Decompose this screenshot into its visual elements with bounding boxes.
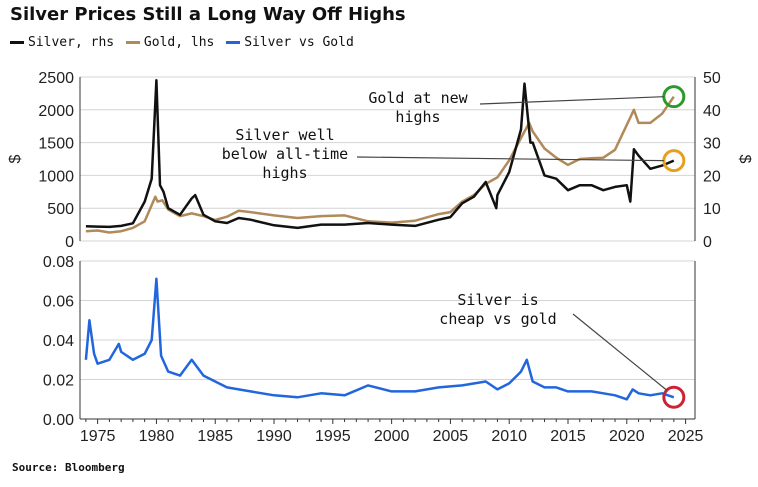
silver-annotation-leader: [356, 156, 664, 162]
gold-high-marker: [662, 85, 686, 109]
bottom-left-tick-label: 0.02: [43, 373, 74, 390]
top-left-tick-label: 1500: [38, 136, 74, 153]
top-left-tick-label: 2500: [38, 70, 74, 87]
top-panel-grid: [80, 76, 695, 242]
ratio-annotation-line: cheap vs gold: [439, 310, 556, 328]
gold-annotation-line: Gold at new: [368, 89, 468, 107]
top-left-tick-label: 0: [65, 234, 74, 251]
silver-annotation-line: Silver well: [235, 126, 334, 144]
silver-marker: [662, 149, 686, 173]
gold-annotation: Gold at new highs: [368, 89, 468, 126]
gold-annotation-line: highs: [395, 108, 440, 126]
top-right-tick-label: 30: [703, 136, 721, 153]
x-tick-label: 2015: [550, 428, 586, 445]
top-right-tick-label: 0: [703, 234, 712, 251]
legend-item-ratio: Silver vs Gold: [226, 35, 354, 50]
legend: Silver, rhs Gold, lhs Silver vs Gold: [10, 33, 358, 50]
legend-item-silver: Silver, rhs: [10, 35, 114, 50]
x-tick-label: 1990: [256, 428, 292, 445]
silver-annotation-line: highs: [262, 164, 307, 182]
gold-annotation-leader: [479, 96, 664, 105]
x-tick-label: 1975: [80, 428, 116, 445]
ratio-annotation-leader: [572, 313, 668, 391]
chart-title: Silver Prices Still a Long Way Off Highs: [10, 4, 406, 25]
source-note: Source: Bloomberg: [12, 461, 125, 474]
legend-swatch-ratio: [226, 41, 241, 44]
top-left-tick-label: 2000: [38, 103, 74, 120]
ratio-marker: [662, 385, 686, 409]
silver-annotation: Silver well below all-time highs: [222, 126, 348, 182]
series-layer: [84, 79, 675, 401]
x-tick-label: 2025: [668, 428, 704, 445]
top-right-tick-label: 10: [703, 201, 721, 218]
gold-series-line: [85, 95, 675, 234]
legend-swatch-silver: [10, 41, 24, 44]
x-tick-label: 2000: [374, 428, 410, 445]
bottom-left-tick-label: 0.00: [43, 412, 74, 429]
top-right-tick-label: 50: [703, 70, 721, 87]
top-right-tick-label: 40: [703, 103, 721, 120]
bottom-left-tick-label: 0.08: [43, 254, 74, 271]
silver-annotation-line: below all-time: [222, 145, 348, 163]
ratio-series-line: [84, 277, 675, 401]
ratio-annotation: Silver is cheap vs gold: [439, 291, 556, 328]
silver-series-line: [85, 79, 675, 230]
top-right-axis-label: $: [736, 155, 753, 164]
legend-item-gold: Gold, lhs: [125, 35, 215, 50]
axes-layer: 0 500 1000 1500 2000 2500 0 10 20 30 40 50 $ $0.00 0.0…: [7, 70, 753, 445]
x-tick-label: 1995: [315, 428, 351, 445]
bottom-panel-grid: [80, 260, 695, 420]
legend-swatch-gold: [125, 41, 140, 44]
x-tick-label: 1985: [197, 428, 233, 445]
legend-label-silver: Silver, rhs: [28, 35, 115, 50]
ratio-annotation-line: Silver is: [457, 291, 538, 309]
x-tick-label: 1980: [139, 428, 175, 445]
top-left-axis-label: $: [7, 154, 24, 163]
x-tick-label: 2010: [491, 428, 527, 445]
top-left-tick-label: 500: [47, 201, 74, 218]
x-tick-label: 2020: [609, 428, 645, 445]
legend-label-ratio: Silver vs Gold: [244, 35, 354, 50]
top-left-tick-label: 1000: [38, 168, 74, 185]
bottom-left-tick-label: 0.06: [43, 294, 74, 311]
top-right-tick-label: 20: [703, 168, 721, 185]
x-tick-label: 2005: [433, 428, 469, 445]
bottom-left-tick-label: 0.04: [43, 333, 74, 350]
legend-label-gold: Gold, lhs: [143, 35, 215, 50]
